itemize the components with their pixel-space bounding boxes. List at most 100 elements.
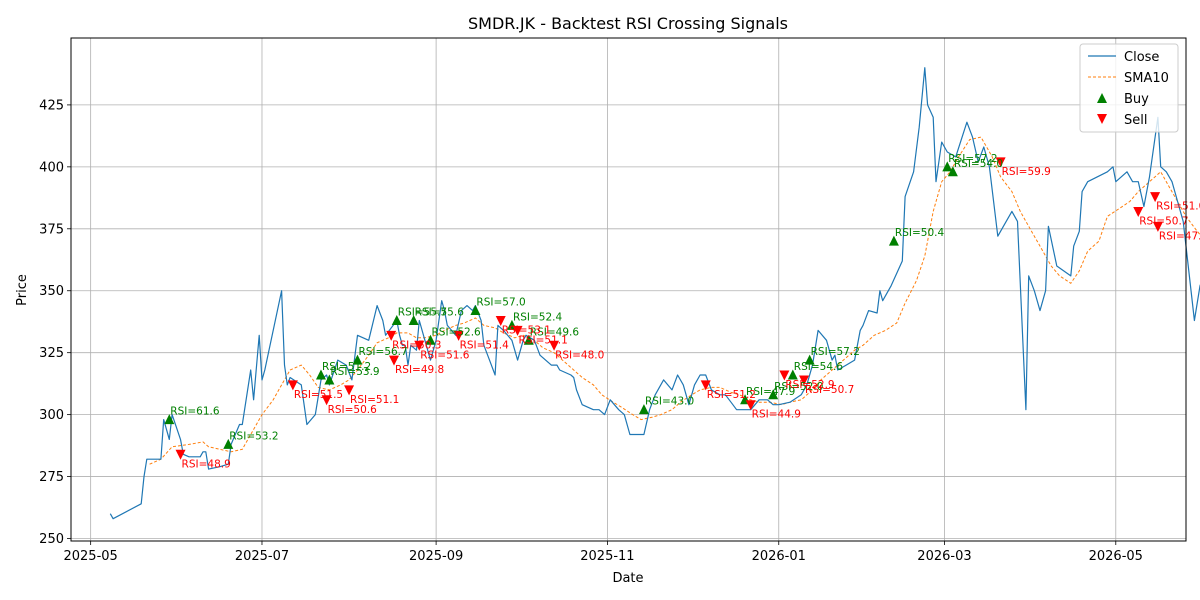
- signal-markers: [164, 157, 1163, 460]
- buy-signal-label: RSI=47.9: [746, 386, 795, 398]
- x-tick-label: 2026-03: [917, 549, 971, 564]
- sell-signal-label: RSI=47.2: [1159, 230, 1200, 242]
- buy-signal-label: RSI=52.6: [431, 326, 481, 338]
- buy-marker: [324, 374, 335, 385]
- buy-marker: [638, 404, 649, 415]
- sell-signal-label: RSI=48.0: [555, 349, 604, 361]
- sell-marker: [1133, 206, 1144, 217]
- sell-signal-label: RSI=51.2: [707, 389, 756, 401]
- y-tick-label: 375: [39, 222, 64, 237]
- buy-signal-label: RSI=55.7: [398, 306, 447, 318]
- sell-marker: [321, 395, 332, 406]
- sell-signal-label: RSI=52.9: [785, 379, 834, 391]
- sell-marker: [1150, 192, 1161, 203]
- buy-signal-label: RSI=52.4: [513, 311, 563, 323]
- sell-signal-label: RSI=51.6: [420, 349, 470, 361]
- buy-marker: [425, 334, 436, 345]
- x-tick-label: 2025-09: [409, 549, 463, 564]
- buy-signal-label: RSI=57.2: [948, 153, 997, 165]
- sell-signal-label: RSI=48.9: [182, 458, 231, 470]
- sell-marker: [995, 157, 1006, 168]
- buy-marker: [352, 354, 363, 365]
- buy-signal-label: RSI=61.6: [170, 406, 220, 418]
- legend-buy-label: Buy: [1124, 92, 1149, 107]
- buy-marker: [223, 438, 234, 449]
- y-tick-label: 400: [39, 160, 64, 175]
- legend-buy-marker-icon: [1097, 93, 1107, 103]
- buy-marker: [315, 369, 326, 380]
- grid: [71, 38, 1186, 541]
- sell-signal-label: RSI=51.4: [460, 339, 510, 351]
- buy-marker: [408, 314, 419, 325]
- y-tick-label: 275: [39, 470, 64, 485]
- sell-signal-label: RSI=49.8: [395, 364, 444, 376]
- sell-marker: [388, 355, 399, 366]
- sell-signal-label: RSI=51.1: [350, 394, 399, 406]
- buy-signal-label: RSI=55.6: [415, 306, 465, 318]
- y-tick-label: 350: [39, 284, 64, 299]
- signal-labels: RSI=61.6RSI=53.2RSI=51.2RSI=53.9RSI=56.7…: [170, 153, 1200, 470]
- sell-signal-label: RSI=50.7: [1139, 215, 1188, 227]
- x-tick-label: 2026-01: [752, 549, 806, 564]
- sma10-line: [149, 136, 1200, 465]
- sell-marker: [549, 340, 560, 351]
- sell-signal-label: RSI=50.7: [805, 384, 854, 396]
- buy-signal-label: RSI=54.6: [794, 361, 844, 373]
- sell-marker: [1152, 221, 1163, 232]
- buy-marker: [768, 389, 779, 400]
- buy-signal-label: RSI=49.6: [530, 326, 580, 338]
- x-tick-label: 2025-07: [235, 549, 289, 564]
- buy-signal-label: RSI=52.0: [774, 381, 823, 393]
- buy-marker: [947, 166, 958, 177]
- sell-signal-label: RSI=51.1: [519, 334, 568, 346]
- x-axis-title: Date: [612, 571, 643, 586]
- sell-signal-label: RSI=50.3: [392, 339, 441, 351]
- y-tick-label: 325: [39, 346, 64, 361]
- sell-marker: [495, 315, 506, 326]
- buy-signal-label: RSI=53.9: [330, 366, 379, 378]
- legend: Close SMA10 Buy Sell: [1079, 43, 1179, 133]
- sell-marker: [512, 325, 523, 336]
- sma10-series: [149, 136, 1200, 465]
- sell-marker: [453, 330, 464, 341]
- sell-marker: [287, 380, 298, 391]
- plot-frame: [70, 37, 1187, 542]
- legend-sma-label: SMA10: [1124, 71, 1169, 86]
- buy-signal-label: RSI=53.2: [229, 430, 278, 442]
- buy-signal-label: RSI=54.0: [954, 158, 1003, 170]
- buy-marker: [391, 314, 402, 325]
- sell-signal-label: RSI=44.9: [752, 409, 801, 421]
- legend-box: [1079, 43, 1179, 133]
- sell-marker: [344, 385, 355, 396]
- y-tick-label: 425: [39, 98, 64, 113]
- sell-signal-label: RSI=53.1: [502, 324, 551, 336]
- sell-marker: [414, 340, 425, 351]
- buy-marker: [164, 414, 175, 425]
- legend-sell-marker-icon: [1097, 114, 1107, 124]
- y-tick-label: 300: [39, 408, 64, 423]
- x-tick-label: 2026-05: [1089, 549, 1143, 564]
- sell-signal-label: RSI=51.0: [1156, 201, 1200, 213]
- x-tick-label: 2025-11: [580, 549, 634, 564]
- buy-signal-label: RSI=57.2: [811, 346, 860, 358]
- buy-signal-label: RSI=57.0: [476, 297, 525, 309]
- buy-marker: [804, 354, 815, 365]
- sell-signal-label: RSI=59.9: [1002, 166, 1051, 178]
- x-tick-label: 2025-05: [63, 549, 117, 564]
- sell-signal-label: RSI=50.6: [328, 404, 378, 416]
- axes: 2025-05 2025-07 2025-09 2025-11 2026-01 2026-…: [39, 98, 1143, 564]
- buy-marker: [888, 235, 899, 246]
- buy-signal-label: RSI=50.4: [895, 227, 945, 239]
- y-tick-label: 250: [39, 532, 64, 547]
- buy-signal-label: RSI=51.2: [322, 361, 371, 373]
- buy-marker: [942, 161, 953, 172]
- sell-marker: [386, 330, 397, 341]
- buy-signal-label: RSI=56.7: [358, 346, 407, 358]
- legend-sell-label: Sell: [1124, 113, 1147, 128]
- y-axis-title: Price: [15, 274, 30, 306]
- legend-close-label: Close: [1124, 50, 1159, 65]
- sell-marker: [799, 375, 810, 386]
